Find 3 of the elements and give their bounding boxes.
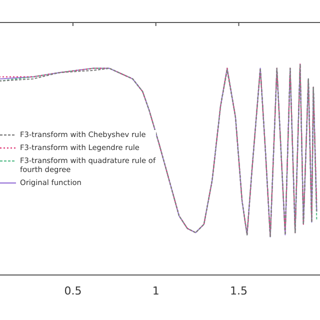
x-tick-label: 0.5 — [64, 284, 82, 298]
x-tick-label: 1 — [152, 284, 160, 298]
x-tick-label: 1.5 — [230, 284, 248, 298]
